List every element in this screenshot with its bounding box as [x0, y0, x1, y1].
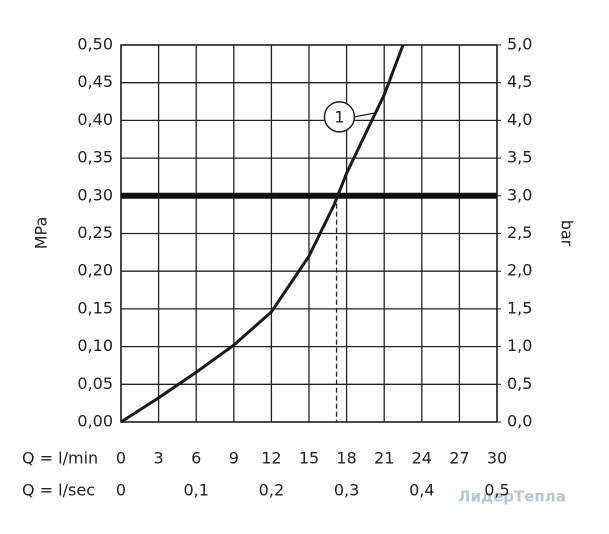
y2-tick-label: 4,0 — [507, 110, 532, 129]
x2-tick-label: 0,3 — [334, 481, 359, 500]
y2-tick-label: 3,5 — [507, 148, 532, 167]
x-tick-label: 30 — [487, 449, 507, 468]
x2-tick-label: 0,4 — [409, 481, 434, 500]
y2-tick-label: 2,5 — [507, 223, 532, 242]
y-tick-label: 0,25 — [77, 223, 113, 242]
x-tick-label: 27 — [449, 449, 469, 468]
y2-axis-label: bar — [558, 220, 577, 247]
annotation-circle — [323, 101, 356, 133]
x2-tick-label: 0,5 — [484, 481, 509, 500]
y-tick-label: 0,50 — [77, 35, 113, 54]
y2-tick-label: 4,5 — [507, 72, 532, 91]
x-tick-label: 15 — [299, 449, 319, 468]
y2-tick-label: 3,0 — [507, 185, 532, 204]
y2-tick-label: 0,0 — [507, 412, 532, 431]
x-tick-label: 0 — [116, 449, 126, 468]
x-tick-label: 3 — [154, 449, 164, 468]
annotation-label: 1 — [334, 107, 344, 126]
y2-tick-label: 1,5 — [507, 298, 532, 317]
x-tick-label: 12 — [261, 449, 281, 468]
x2-tick-label: 0,2 — [259, 481, 284, 500]
y2-tick-label: 0,5 — [507, 374, 532, 393]
plot-border — [120, 44, 498, 423]
x2-tick-label: 0 — [116, 481, 126, 500]
y-tick-label: 0,05 — [77, 374, 113, 393]
y2-tick-label: 2,0 — [507, 261, 532, 280]
y-axis-label: MPa — [32, 217, 51, 250]
y-tick-label: 0,20 — [77, 261, 113, 280]
watermark: ЛидерТепла — [458, 488, 566, 506]
x-tick-label: 18 — [336, 449, 356, 468]
y2-tick-label: 5,0 — [507, 35, 532, 54]
y-tick-label: 0,00 — [77, 412, 113, 431]
x-tick-label: 6 — [191, 449, 201, 468]
y-tick-label: 0,15 — [77, 298, 113, 317]
y-tick-label: 0,40 — [77, 110, 113, 129]
y-tick-label: 0,30 — [77, 185, 113, 204]
annotation-leader — [354, 112, 376, 118]
x-tick-label: 9 — [229, 449, 239, 468]
x-tick-label: 24 — [412, 449, 432, 468]
x2-tick-label: 0,1 — [183, 481, 208, 500]
y-tick-label: 0,10 — [77, 336, 113, 355]
y-tick-label: 0,45 — [77, 72, 113, 91]
line — [120, 44, 405, 424]
x-row-label: Q = l/min — [22, 449, 98, 468]
y-tick-label: 0,35 — [77, 148, 113, 167]
y2-tick-label: 1,0 — [507, 336, 532, 355]
x2-row-label: Q = l/sec — [22, 481, 95, 500]
x-tick-label: 21 — [374, 449, 394, 468]
